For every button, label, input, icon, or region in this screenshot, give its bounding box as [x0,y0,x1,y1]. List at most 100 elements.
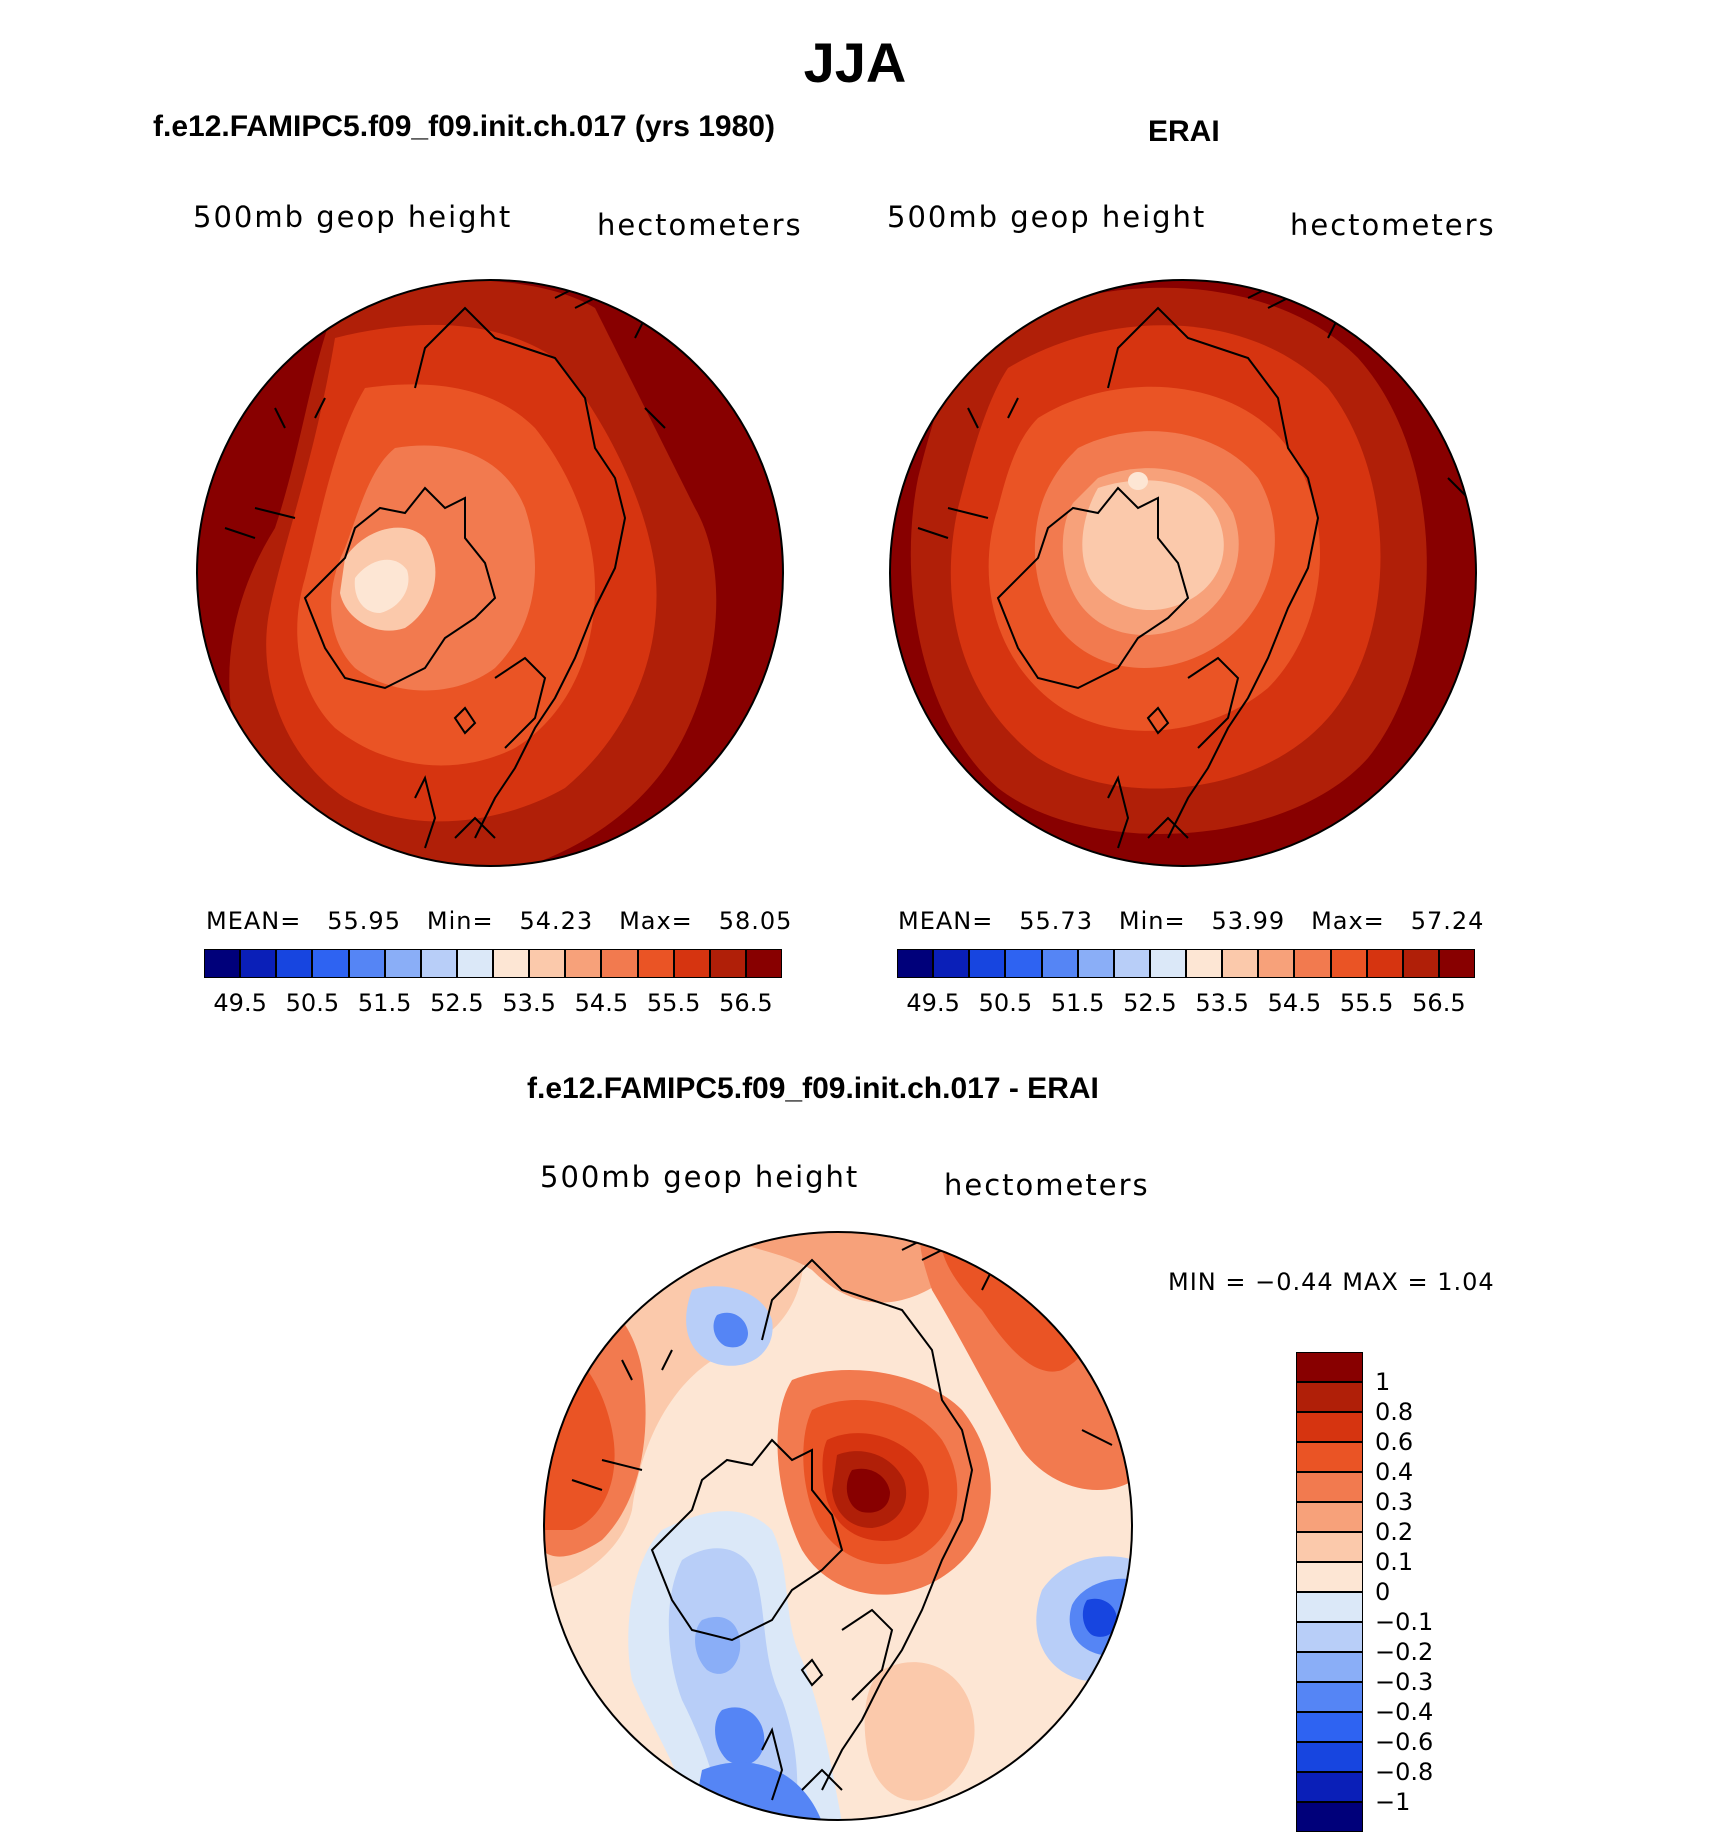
left-contour-53.5 [354,559,409,613]
colorbar-tick-label: 0.2 [1375,1518,1414,1546]
colorbar-tick-label: −0.8 [1375,1758,1434,1786]
left-panel-title: f.e12.FAMIPC5.f09_f09.init.ch.017 (yrs 1… [153,110,775,143]
colorbar-box [1041,949,1078,978]
colorbar-box [204,949,241,978]
colorbar-tick-label: 54.5 [574,989,629,1017]
colorbar-tick-label: 49.5 [213,989,267,1017]
colorbar-box [1296,1502,1363,1532]
colorbar-tick-label: 49.5 [906,989,960,1017]
colorbar-tick-label: 54.5 [1267,989,1322,1017]
colorbar-tick-label: 52.5 [1123,989,1177,1017]
right-stats: MEAN= 55.73 Min= 53.99 Max= 57.24 [898,907,1484,935]
colorbar-box [1296,1472,1363,1502]
colorbar-box [1296,1712,1363,1742]
colorbar-box [933,949,970,978]
diff-map-border [543,1231,1133,1821]
right-contour-53.5 [1082,480,1224,611]
colorbar-tick-label: 55.5 [1339,989,1394,1017]
diff-contour-0.1-se [864,1662,975,1801]
colorbar-tick-label: −0.4 [1375,1698,1434,1726]
diff-variable-label: 500mb geop height [540,1160,860,1194]
colorbar-tick-label: 56.5 [1412,989,1466,1017]
colorbar-box [709,949,746,978]
colorbar-box [1402,949,1439,978]
diff-panel-title: f.e12.FAMIPC5.f09_f09.init.ch.017 - ERAI [527,1072,1099,1105]
colorbar-tick-label: 53.5 [1195,989,1249,1017]
diff-contour-neg0.3-sw [695,1616,741,1674]
diff-contour-north [712,1232,964,1303]
right-max-value: 57.24 [1410,907,1485,935]
left-mean-label: MEAN= [206,907,302,935]
diff-contour-1-center [846,1468,890,1513]
left-colorbar [204,949,782,978]
colorbar-box [897,949,934,978]
right-panel-title: ERAI [1148,115,1220,148]
colorbar-box [1366,949,1403,978]
colorbar-box [1296,1742,1363,1772]
right-max-label: Max= [1311,907,1385,935]
colorbar-box [1296,1412,1363,1442]
colorbar-box [348,949,385,978]
colorbar-box [1296,1442,1363,1472]
left-mean-value: 55.95 [327,907,401,935]
colorbar-tick-label: −0.2 [1375,1638,1434,1666]
colorbar-tick-label: 0.6 [1375,1428,1414,1456]
colorbar-box [1296,1382,1363,1412]
colorbar-tick-label: 0.3 [1375,1488,1414,1516]
colorbar-box [1149,949,1186,978]
colorbar-tick-label: 1 [1375,1368,1391,1396]
colorbar-tick-label: 51.5 [357,989,412,1017]
colorbar-box [673,949,710,978]
colorbar-tick-label: 50.5 [285,989,340,1017]
right-colorbar-ticks: 49.5 50.5 51.5 52.5 53.5 54.5 55.5 56.5 [897,989,1475,1019]
colorbar-box [1222,949,1259,978]
colorbar-box [1186,949,1223,978]
right-contour-53 [1128,472,1148,490]
colorbar-box [1296,1622,1363,1652]
left-map-border [196,279,784,867]
colorbar-tick-label: 0.4 [1375,1458,1414,1486]
colorbar-box [1077,949,1114,978]
colorbar-box [637,949,674,978]
figure-title: JJA [803,31,907,94]
colorbar-box [1296,1772,1363,1802]
diff-colorbar-ticks: 1 0.8 0.6 0.4 0.3 0.2 0.1 0 −0.1 −0.2 −0.3 −0.4 −0.6… [1375,1352,1495,1832]
diff-polar-map [543,1231,1133,1821]
right-units-label: hectometers [1290,208,1496,242]
colorbar-box [276,949,313,978]
left-max-value: 58.05 [718,907,793,935]
colorbar-box [1296,1562,1363,1592]
colorbar-tick-label: −0.6 [1375,1728,1434,1756]
right-variable-label: 500mb geop height [887,200,1207,234]
colorbar-box [969,949,1006,978]
left-stats: MEAN= 55.95 Min= 54.23 Max= 58.05 [206,907,792,935]
right-mean-value: 55.73 [1019,907,1093,935]
colorbar-tick-label: 0.1 [1375,1548,1414,1576]
colorbar-tick-label: 56.5 [719,989,773,1017]
colorbar-box [1438,949,1475,978]
colorbar-box [1296,1532,1363,1562]
diff-minmax: MIN = −0.44 MAX = 1.04 [1168,1268,1495,1296]
colorbar-tick-label: 50.5 [978,989,1033,1017]
left-colorbar-ticks: 49.5 50.5 51.5 52.5 53.5 54.5 55.5 56.5 [204,989,782,1019]
right-polar-map [889,279,1477,867]
right-min-label: Min= [1118,907,1186,935]
left-units-label: hectometers [597,208,803,242]
colorbar-tick-label: 52.5 [430,989,484,1017]
colorbar-box [1005,949,1042,978]
right-map-border [889,279,1477,867]
colorbar-box [493,949,530,978]
colorbar-box [1296,1682,1363,1712]
colorbar-tick-label: 0.8 [1375,1398,1414,1426]
colorbar-tick-label: −0.1 [1375,1608,1434,1636]
colorbar-box [1296,1352,1363,1382]
right-colorbar [897,949,1475,978]
diff-contour-neg0.6-east [1082,1598,1117,1637]
right-mean-label: MEAN= [898,907,994,935]
colorbar-box [240,949,277,978]
colorbar-tick-label: −1 [1375,1788,1411,1816]
colorbar-box [745,949,782,978]
diff-contour-neg0.4-north [713,1312,748,1348]
colorbar-box [312,949,349,978]
left-min-label: Min= [426,907,494,935]
